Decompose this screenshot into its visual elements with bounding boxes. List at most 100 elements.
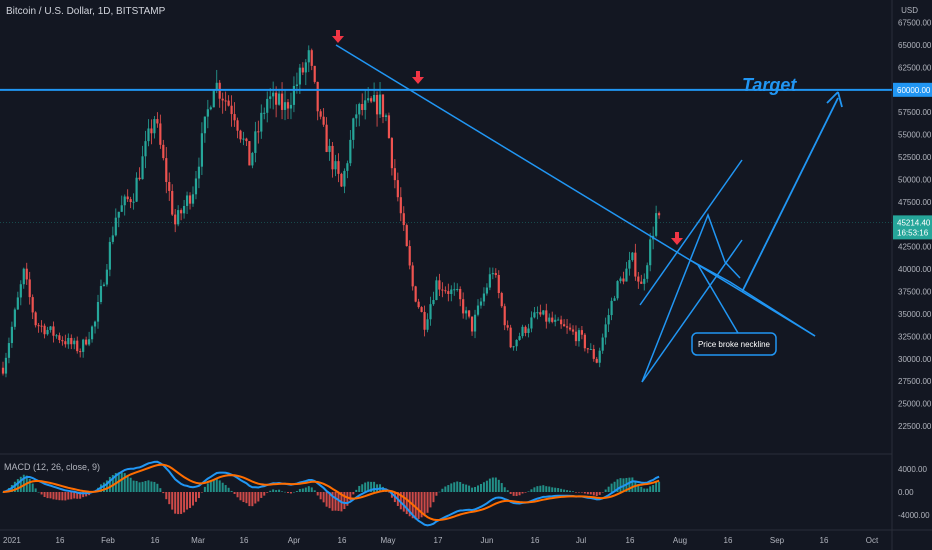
macd-histogram-bar [129, 477, 132, 492]
macd-histogram-bar [70, 492, 73, 500]
sell-arrow-icon-stem [336, 30, 340, 37]
channel-upper [639, 159, 743, 306]
macd-histogram-bar [485, 480, 488, 492]
macd-histogram-bar [263, 492, 266, 496]
macd-histogram-bar [266, 492, 269, 493]
candle-body [25, 268, 28, 280]
y-tick-label: 30000.00 [898, 355, 932, 364]
candle-body [349, 139, 352, 164]
y-tick-label: 50000.00 [898, 175, 932, 184]
candle-body [488, 274, 491, 288]
candle-body [76, 340, 79, 352]
candle-body [441, 289, 444, 291]
candle-body [87, 339, 91, 345]
signal-line [2, 463, 660, 521]
macd-histogram-bar [364, 482, 367, 492]
macd-histogram-bar [432, 492, 435, 503]
macd-histogram-bar [459, 482, 462, 492]
candle-body [331, 145, 334, 170]
macd-histogram-bar [527, 491, 530, 492]
macd-histogram-bar [162, 492, 165, 494]
candle-body [212, 90, 215, 108]
macd-histogram-bar [251, 492, 254, 507]
macd-histogram-bar [542, 485, 545, 492]
candle-body [239, 130, 242, 140]
candle-body [518, 336, 521, 340]
candle-body [254, 131, 257, 153]
macd-histogram-bar [292, 491, 295, 493]
candle-body [144, 141, 147, 157]
macd-histogram-bar [165, 492, 168, 500]
macd-histogram-bar [55, 492, 58, 500]
y-tick-label: 65000.00 [898, 41, 932, 50]
macd-histogram-bar [37, 491, 40, 493]
candle-body [607, 315, 610, 325]
candle-body [280, 93, 284, 110]
macd-histogram-bar [441, 488, 444, 492]
macd-histogram-bar [465, 484, 468, 492]
macd-histogram-bar [289, 492, 292, 494]
candle-body [304, 62, 307, 73]
macd-histogram-bar [197, 492, 200, 499]
macd-histogram-bar [482, 482, 485, 492]
candle-body [301, 67, 304, 73]
candle-body [512, 346, 515, 348]
callout-box [691, 332, 777, 356]
candle-body [450, 289, 453, 294]
macd-histogram-bar [224, 485, 227, 492]
macd-histogram-bar [399, 492, 402, 510]
macd-histogram-bar [560, 488, 563, 492]
x-tick-label: May [380, 536, 395, 545]
candle-body [283, 102, 287, 110]
x-tick-label: Apr [288, 536, 301, 545]
candle-body [554, 319, 557, 322]
macd-histogram-bar [159, 488, 162, 492]
macd-histogram-bar [177, 492, 180, 515]
macd-histogram-bar [257, 492, 260, 502]
candle-body [408, 246, 411, 266]
candle-body [577, 330, 581, 342]
candle-body [108, 241, 111, 270]
candle-body [61, 340, 64, 342]
candle-body [557, 319, 560, 321]
macd-histogram-bar [468, 485, 471, 492]
candle-body [37, 325, 40, 327]
macd-histogram-bar [209, 481, 212, 492]
candle-body [530, 317, 533, 329]
candle-body [476, 305, 480, 315]
candle-body [533, 312, 536, 318]
candle-body [227, 100, 230, 106]
callout-text: Price broke neckline [698, 340, 771, 349]
macd-histogram-bar [215, 478, 218, 492]
candle-body [260, 112, 263, 132]
macd-histogram-bar [652, 485, 655, 492]
candle-body [574, 331, 578, 342]
countdown-timer: 16:53:16 [897, 228, 929, 237]
candle-body [102, 284, 106, 287]
macd-histogram-bar [402, 492, 405, 512]
candle-body [10, 326, 14, 344]
macd-histogram-bar [355, 489, 358, 492]
candle-body [447, 291, 450, 294]
candle-body [43, 325, 46, 335]
candle-body [79, 351, 82, 353]
x-tick-label: 16 [338, 536, 347, 545]
candle-body [117, 211, 120, 218]
macd-histogram-bar [506, 490, 509, 492]
macd-histogram-bar [548, 486, 551, 492]
sell-arrow-icon-stem [675, 232, 679, 239]
macd-histogram-bar [631, 477, 634, 492]
candle-body [7, 343, 11, 358]
candle-body [277, 93, 281, 105]
candle-body [337, 161, 340, 174]
candle-body [619, 278, 622, 282]
target-arrowhead [826, 91, 843, 108]
candle-body [384, 115, 388, 118]
candle-body [174, 214, 177, 225]
macd-histogram-bar [557, 488, 560, 492]
macd-histogram-bar [245, 492, 248, 504]
x-tick-label: Oct [866, 536, 879, 545]
candle-body [524, 326, 527, 333]
macd-histogram-bar [108, 476, 111, 492]
